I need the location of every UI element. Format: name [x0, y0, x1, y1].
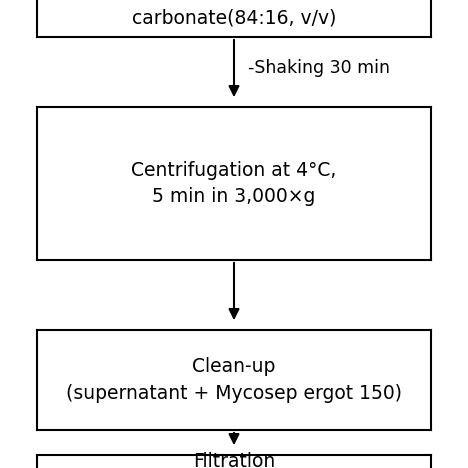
Text: Clean-up
(supernatant + Mycosep ergot 150): Clean-up (supernatant + Mycosep ergot 15… — [66, 357, 402, 403]
Bar — [37, 0, 431, 37]
Bar — [37, 330, 431, 430]
Text: Filtration: Filtration — [193, 452, 275, 468]
Text: -Shaking 30 min: -Shaking 30 min — [248, 59, 390, 77]
Bar — [37, 455, 431, 468]
Text: carbonate(84:16, v/v): carbonate(84:16, v/v) — [132, 9, 336, 28]
Text: Centrifugation at 4°C,
5 min in 3,000×g: Centrifugation at 4°C, 5 min in 3,000×g — [132, 161, 336, 206]
Bar — [37, 107, 431, 260]
